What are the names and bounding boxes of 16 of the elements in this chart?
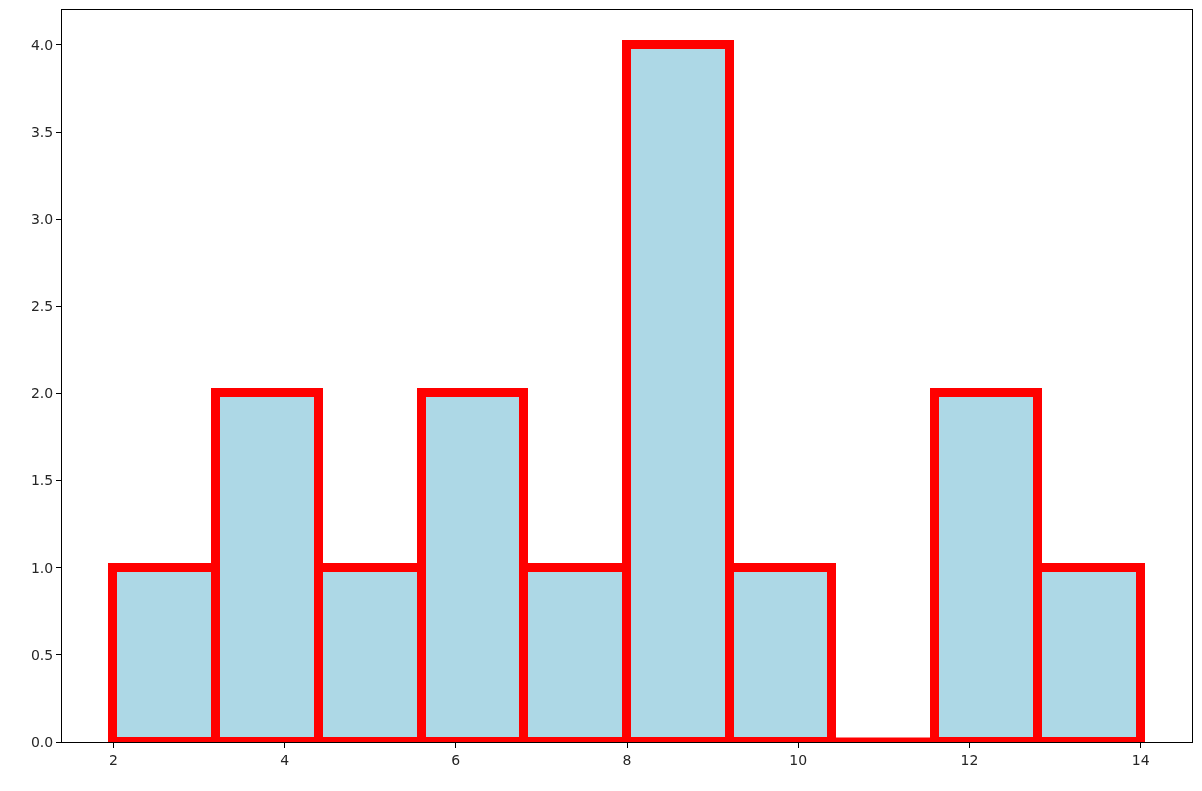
y-tick-label: 1.0 <box>30 559 54 576</box>
y-tick-label: 2.0 <box>30 385 54 402</box>
x-tick-label: 12 <box>960 751 979 768</box>
y-tick-label: 4.0 <box>30 36 54 53</box>
x-tick-label: 6 <box>451 751 461 768</box>
x-tick-label: 8 <box>622 751 632 768</box>
x-tick-label: 2 <box>108 751 118 768</box>
y-tick-label: 1.5 <box>30 472 54 489</box>
x-tick-label: 14 <box>1131 751 1150 768</box>
y-tick-label: 0.0 <box>30 733 54 750</box>
x-tick-label: 10 <box>789 751 808 768</box>
y-tick-label: 3.0 <box>30 211 54 228</box>
y-tick-label: 0.5 <box>30 646 54 663</box>
y-tick-label: 2.5 <box>30 298 54 315</box>
x-tick-label: 4 <box>280 751 290 768</box>
y-tick-label: 3.5 <box>30 123 54 140</box>
